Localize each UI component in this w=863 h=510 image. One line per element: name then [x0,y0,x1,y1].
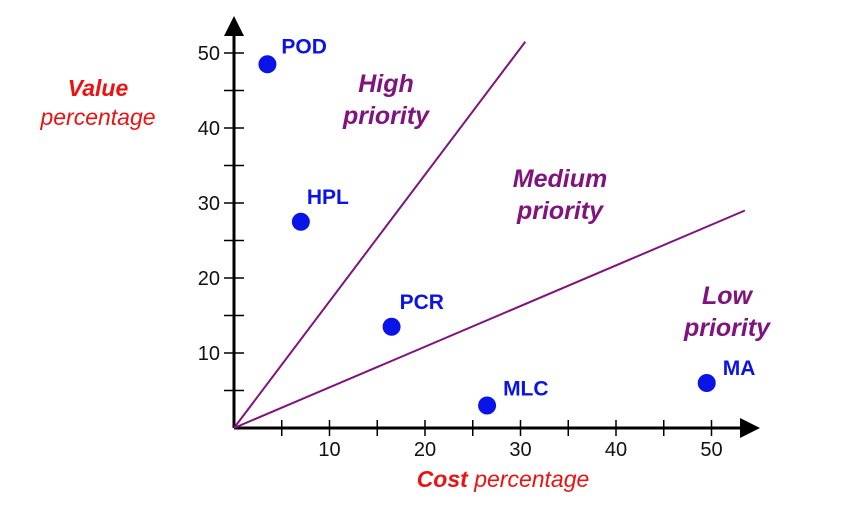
data-point-label-mlc: MLC [503,378,549,401]
y-tick-label: 50 [198,43,220,65]
data-point-pod [258,55,277,74]
priority-divider-line-2 [233,209,746,429]
ticks: 10 20 30 40 50 10 20 30 40 50 [198,43,723,461]
data-point-label-hpl: HPL [307,186,349,209]
region-label-line: priority [516,197,604,225]
priority-divider-line-1 [233,41,527,429]
region-label-line: Medium [513,165,607,193]
data-point-label-pod: POD [281,35,327,58]
priority-region-labels: High priority Medium priority Low priority [342,70,771,342]
x-tick-label: 40 [605,439,627,461]
region-label-3: Low priority [683,282,771,342]
axis-titles: Value percentage Cost percentage [39,75,589,492]
region-label-1: High priority [342,70,430,130]
x-tick-label: 10 [318,439,340,461]
x-tick-label: 50 [700,439,722,461]
data-point-label-pcr: PCR [400,291,444,314]
data-point-label-ma: MA [723,357,756,380]
region-label-2: Medium priority [513,165,607,225]
y-tick-label: 20 [198,268,220,290]
data-point-ma [697,374,716,392]
data-point-mlc [478,396,497,415]
region-label-line: Low [702,282,754,310]
x-axis-title: Cost percentage [417,466,590,492]
region-label-line: priority [342,102,430,130]
axes [224,16,760,438]
y-axis-arrowhead [224,16,244,36]
y-axis-title-rest: percentage [39,104,155,130]
y-tick-label: 40 [198,118,220,140]
data-point-pcr [382,317,401,336]
priority-divider-lines [233,41,746,429]
x-tick-label: 20 [414,439,436,461]
data-points: POD HPL PCR MLC MA [258,35,756,415]
y-tick-label: 30 [198,193,220,215]
y-axis-title-strong: Value [68,75,129,101]
x-axis-title-strong: Cost [417,466,469,492]
data-point-hpl [291,212,310,231]
x-axis-title-rest: percentage [468,466,589,492]
x-axis-arrowhead [740,418,760,438]
x-tick-label: 30 [509,439,531,461]
region-label-line: High [358,70,414,98]
region-label-line: priority [683,314,771,342]
y-tick-label: 10 [198,343,220,365]
